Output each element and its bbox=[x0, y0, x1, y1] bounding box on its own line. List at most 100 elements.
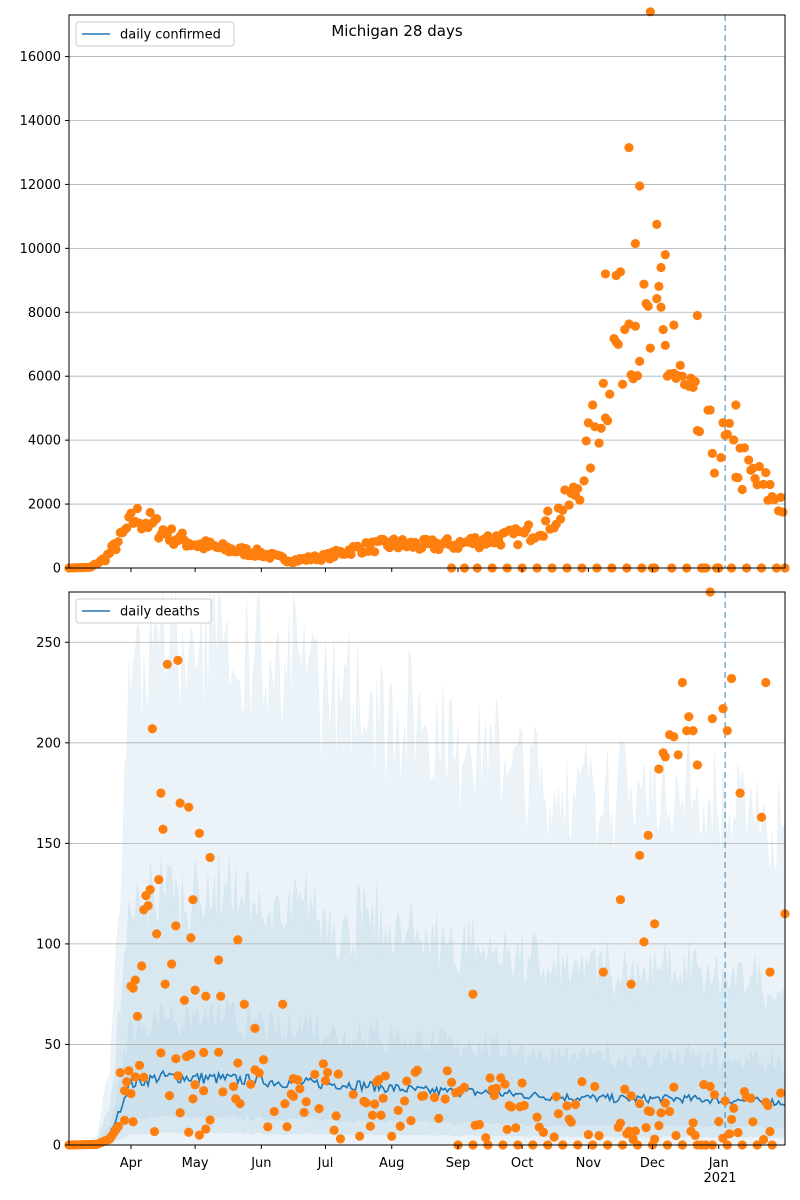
deaths-point bbox=[517, 1078, 527, 1088]
deaths-point bbox=[154, 874, 164, 885]
confirmed-point bbox=[600, 269, 611, 279]
deaths-point bbox=[402, 1076, 412, 1086]
deaths-point bbox=[635, 1098, 645, 1109]
deaths-point bbox=[635, 850, 645, 861]
confirmed-points bbox=[64, 7, 790, 573]
deaths-point bbox=[130, 1072, 140, 1082]
deaths-point bbox=[263, 1122, 273, 1132]
deaths-point bbox=[506, 1102, 517, 1112]
deaths-point bbox=[323, 1067, 333, 1078]
deaths-point bbox=[239, 999, 249, 1009]
deaths-point bbox=[194, 828, 204, 838]
confirmed-point bbox=[645, 343, 655, 353]
deaths-point bbox=[258, 1055, 269, 1065]
deaths-x-tick-label: Jan bbox=[708, 1156, 729, 1171]
deaths-point bbox=[329, 1125, 339, 1135]
confirmed-point bbox=[611, 270, 621, 281]
confirmed-legend-label: daily confirmed bbox=[120, 28, 221, 43]
confirmed-point bbox=[635, 181, 645, 191]
confirmed-point bbox=[575, 495, 585, 505]
confirmed-point bbox=[632, 371, 643, 381]
deaths-point bbox=[620, 1084, 630, 1094]
confirmed-point bbox=[613, 339, 623, 349]
deaths-point bbox=[654, 1121, 664, 1131]
deaths-point bbox=[549, 1132, 559, 1142]
deaths-point bbox=[519, 1100, 529, 1111]
confirmed-point bbox=[660, 250, 670, 260]
confirmed-point bbox=[145, 507, 155, 518]
confirmed-point bbox=[765, 479, 775, 490]
confirmed-point bbox=[605, 389, 615, 399]
confirmed-point bbox=[724, 418, 735, 428]
deaths-point bbox=[132, 1011, 142, 1021]
deaths-point bbox=[320, 1076, 331, 1086]
confirmed-point bbox=[731, 400, 741, 410]
confirmed-point bbox=[722, 429, 732, 439]
deaths-point bbox=[166, 959, 177, 969]
confirmed-point bbox=[579, 476, 589, 486]
confirmed-y-tick-label: 4000 bbox=[28, 434, 61, 449]
confirmed-point bbox=[761, 467, 771, 478]
confirmed-y-tick-label: 10000 bbox=[20, 242, 61, 257]
deaths-point bbox=[318, 1059, 328, 1069]
deaths-point bbox=[626, 979, 636, 989]
deaths-point bbox=[335, 1134, 346, 1144]
deaths-point bbox=[551, 1091, 561, 1102]
deaths-point bbox=[474, 1119, 484, 1130]
x-year-label: 2021 bbox=[703, 1171, 736, 1186]
deaths-point bbox=[722, 726, 732, 736]
deaths-point bbox=[301, 1097, 311, 1107]
deaths-point bbox=[468, 989, 478, 999]
deaths-point bbox=[235, 1098, 245, 1109]
confirmed-point bbox=[630, 238, 640, 249]
deaths-point bbox=[164, 1091, 175, 1101]
confirmed-point bbox=[630, 321, 640, 331]
deaths-point bbox=[650, 1134, 660, 1144]
deaths-point bbox=[677, 677, 688, 688]
deaths-x-tick-label: Nov bbox=[576, 1156, 602, 1171]
deaths-point bbox=[639, 937, 649, 947]
confirmed-point bbox=[581, 436, 591, 446]
deaths-point bbox=[429, 1092, 440, 1103]
confirmed-point bbox=[564, 500, 574, 510]
confirmed-point bbox=[152, 513, 162, 524]
deaths-point bbox=[748, 1117, 758, 1127]
deaths-point bbox=[122, 1077, 132, 1087]
deaths-point bbox=[724, 1129, 735, 1139]
confirmed-point bbox=[778, 507, 788, 517]
confirmed-point bbox=[759, 479, 769, 489]
deaths-point bbox=[160, 979, 170, 989]
deaths-point bbox=[688, 726, 698, 736]
deaths-point bbox=[288, 1074, 299, 1084]
deaths-point bbox=[233, 935, 243, 945]
deaths-point bbox=[489, 1090, 499, 1101]
confirmed-point bbox=[113, 537, 123, 547]
confirmed-y-tick-label: 14000 bbox=[20, 114, 61, 129]
confirmed-point bbox=[677, 371, 688, 381]
deaths-point bbox=[355, 1131, 365, 1141]
deaths-point bbox=[380, 1071, 390, 1081]
deaths-point bbox=[718, 704, 728, 714]
confirmed-point bbox=[370, 547, 380, 557]
deaths-point bbox=[684, 712, 694, 722]
deaths-point bbox=[158, 824, 168, 834]
deaths-point bbox=[184, 802, 194, 812]
deaths-point bbox=[756, 812, 767, 822]
deaths-point bbox=[184, 1127, 194, 1137]
confirmed-point bbox=[656, 262, 666, 273]
deaths-y-tick-label: 200 bbox=[36, 736, 61, 751]
deaths-point bbox=[626, 1091, 636, 1101]
deaths-point bbox=[179, 995, 190, 1005]
confirmed-point bbox=[737, 484, 747, 495]
confirmed-point bbox=[643, 301, 653, 311]
confirmed-point bbox=[573, 484, 583, 494]
deaths-point bbox=[205, 852, 215, 863]
deaths-point bbox=[214, 955, 224, 965]
confirmed-y-tick-label: 16000 bbox=[20, 50, 61, 65]
deaths-y-tick-label: 250 bbox=[36, 636, 61, 651]
confirmed-point bbox=[603, 416, 613, 426]
deaths-point bbox=[733, 1127, 743, 1138]
deaths-point bbox=[761, 677, 771, 688]
confirmed-y-tick-label: 12000 bbox=[20, 178, 61, 193]
deaths-line bbox=[68, 1069, 786, 1146]
